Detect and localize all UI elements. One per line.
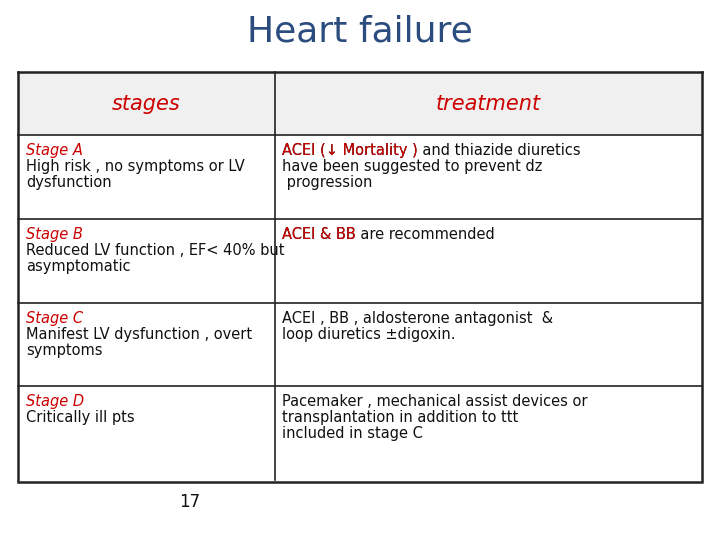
Text: ACEI & BB: ACEI & BB [282,227,356,242]
Text: Reduced LV function , EF< 40% but: Reduced LV function , EF< 40% but [26,243,284,258]
Text: 17: 17 [179,493,201,511]
Text: Heart failure: Heart failure [247,15,473,49]
Text: ACEI & BB are recommended: ACEI & BB are recommended [282,227,495,242]
Text: stages: stages [112,93,181,113]
Text: transplantation in addition to ttt: transplantation in addition to ttt [282,410,518,425]
Text: High risk , no symptoms or LV: High risk , no symptoms or LV [26,159,245,174]
Text: loop diuretics ±digoxin.: loop diuretics ±digoxin. [282,327,456,341]
Text: Stage C: Stage C [26,310,83,326]
Text: dysfunction: dysfunction [26,176,112,190]
Text: Stage D: Stage D [26,394,84,409]
Text: progression: progression [282,176,373,190]
Text: Critically ill pts: Critically ill pts [26,410,135,425]
Text: Stage B: Stage B [26,227,83,242]
Text: Stage A: Stage A [26,143,83,158]
Bar [18,72,702,135]
Text: Manifest LV dysfunction , overt: Manifest LV dysfunction , overt [26,327,252,341]
Text: Pacemaker , mechanical assist devices or: Pacemaker , mechanical assist devices or [282,394,588,409]
Text: ACEI (↓ Mortality ): ACEI (↓ Mortality ) [282,143,418,158]
Text: ACEI (↓ Mortality ) and thiazide diuretics: ACEI (↓ Mortality ) and thiazide diureti… [282,143,581,158]
Text: ACEI , BB , aldosterone antagonist  &: ACEI , BB , aldosterone antagonist & [282,310,554,326]
Text: treatment: treatment [436,93,541,113]
Text: included in stage C: included in stage C [282,426,423,441]
Text: have been suggested to prevent dz: have been suggested to prevent dz [282,159,543,174]
Text: symptoms: symptoms [26,342,102,357]
Text: asymptomatic: asymptomatic [26,259,130,274]
